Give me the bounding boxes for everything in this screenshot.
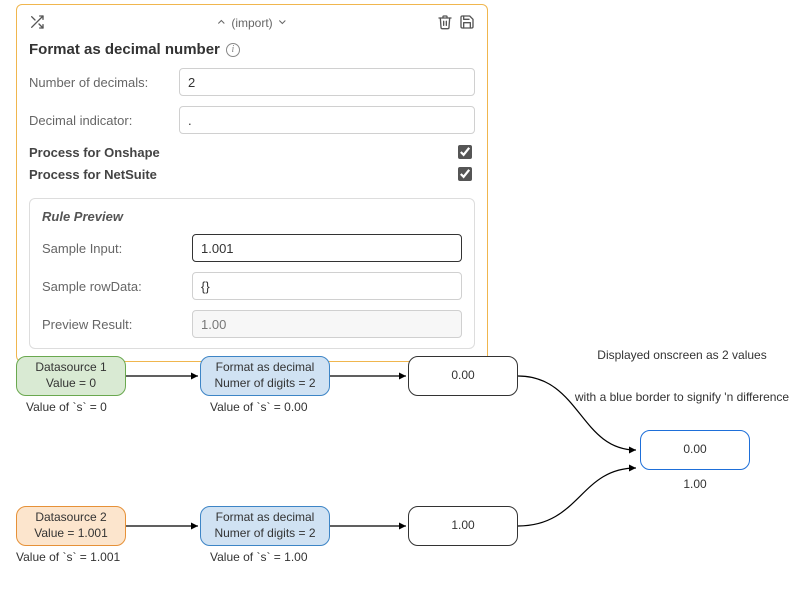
sub-fmt1: Value of `s` = 0.00 (210, 400, 308, 414)
input-num-decimals[interactable] (179, 68, 475, 96)
label-decimal-indicator: Decimal indicator: (29, 113, 179, 128)
row-decimal-indicator: Decimal indicator: (29, 106, 475, 134)
label-netsuite: Process for NetSuite (29, 167, 157, 182)
node-format-2: Format as decimal Numer of digits = 2 (200, 506, 330, 546)
node-final-top-line1: 0.00 (683, 442, 706, 458)
panel-header: (import) (29, 13, 475, 33)
chevron-up-icon (215, 16, 227, 31)
label-onshape: Process for Onshape (29, 145, 160, 160)
node-ds2-line2: Value = 1.001 (34, 526, 108, 542)
sub-ds1: Value of `s` = 0 (26, 400, 107, 414)
row-num-decimals: Number of decimals: (29, 68, 475, 96)
node-out1-line1: 0.00 (451, 368, 474, 384)
label-num-decimals: Number of decimals: (29, 75, 179, 90)
diagram-area: Displayed onscreen as 2 values with a bl… (0, 320, 804, 614)
save-icon[interactable] (459, 14, 475, 33)
node-fmt2-line2: Numer of digits = 2 (214, 526, 315, 542)
node-ds1-line1: Datasource 1 (35, 360, 106, 376)
panel-title-row: Format as decimal number i (29, 41, 475, 58)
caption-line2: with a blue border to signify 'n differe… (560, 390, 804, 404)
caption-line1: Displayed onscreen as 2 values (560, 348, 804, 362)
node-fmt2-line1: Format as decimal (216, 510, 315, 526)
input-sample-input[interactable] (192, 234, 462, 262)
checkbox-netsuite[interactable] (458, 167, 472, 181)
label-sample-rowdata: Sample rowData: (42, 279, 192, 294)
node-out2-line1: 1.00 (451, 518, 474, 534)
node-format-1: Format as decimal Numer of digits = 2 (200, 356, 330, 396)
diagram-caption: Displayed onscreen as 2 values with a bl… (560, 320, 804, 432)
node-final-top: 0.00 (640, 430, 750, 470)
node-final-bottom-line1: 1.00 (683, 477, 706, 493)
trash-icon[interactable] (437, 14, 453, 33)
input-decimal-indicator[interactable] (179, 106, 475, 134)
rule-panel: (import) Format as decimal number i Numb… (16, 4, 488, 362)
sub-fmt2: Value of `s` = 1.00 (210, 550, 308, 564)
node-ds1-line2: Value = 0 (46, 376, 96, 392)
chevron-down-icon (277, 16, 289, 31)
row-netsuite: Process for NetSuite (29, 164, 475, 184)
input-sample-rowdata[interactable] (192, 272, 462, 300)
node-datasource-2: Datasource 2 Value = 1.001 (16, 506, 126, 546)
row-sample-rowdata: Sample rowData: (42, 272, 462, 300)
import-dropdown[interactable]: (import) (215, 16, 288, 31)
sub-ds2: Value of `s` = 1.001 (16, 550, 120, 564)
row-sample-input: Sample Input: (42, 234, 462, 262)
shuffle-icon[interactable] (29, 14, 45, 33)
row-onshape: Process for Onshape (29, 142, 475, 162)
label-sample-input: Sample Input: (42, 241, 192, 256)
panel-title: Format as decimal number (29, 41, 220, 58)
node-final-bottom: 1.00 (640, 472, 750, 498)
node-fmt1-line2: Numer of digits = 2 (214, 376, 315, 392)
node-datasource-1: Datasource 1 Value = 0 (16, 356, 126, 396)
node-output-1: 0.00 (408, 356, 518, 396)
node-ds2-line1: Datasource 2 (35, 510, 106, 526)
import-label: (import) (231, 16, 272, 30)
checkbox-onshape[interactable] (458, 145, 472, 159)
info-icon[interactable]: i (226, 43, 240, 57)
preview-title: Rule Preview (42, 209, 462, 224)
node-output-2: 1.00 (408, 506, 518, 546)
node-fmt1-line1: Format as decimal (216, 360, 315, 376)
